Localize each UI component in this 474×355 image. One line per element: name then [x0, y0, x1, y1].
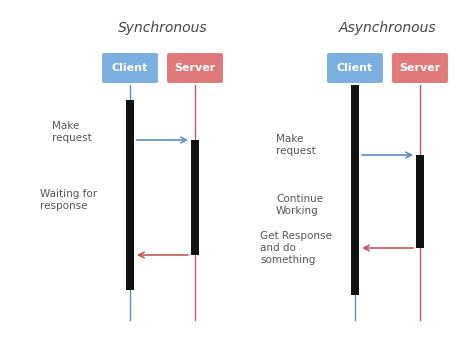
Text: Make
request: Make request — [276, 134, 316, 156]
FancyBboxPatch shape — [101, 52, 159, 84]
Text: Asynchronous: Asynchronous — [339, 21, 437, 35]
Text: Get Response
and do
something: Get Response and do something — [260, 231, 332, 264]
Text: Make
request: Make request — [52, 121, 92, 143]
FancyBboxPatch shape — [166, 52, 224, 84]
Text: Client: Client — [337, 63, 373, 73]
Bar — [416, 155, 424, 248]
Text: Client: Client — [112, 63, 148, 73]
Bar — [126, 100, 134, 290]
Text: Server: Server — [400, 63, 441, 73]
Bar — [191, 140, 199, 255]
FancyBboxPatch shape — [326, 52, 384, 84]
Text: Waiting for
response: Waiting for response — [40, 189, 97, 211]
FancyBboxPatch shape — [391, 52, 449, 84]
Bar — [351, 85, 359, 295]
Text: Synchronous: Synchronous — [118, 21, 208, 35]
Text: Server: Server — [174, 63, 216, 73]
Text: Continue
Working: Continue Working — [276, 194, 323, 216]
